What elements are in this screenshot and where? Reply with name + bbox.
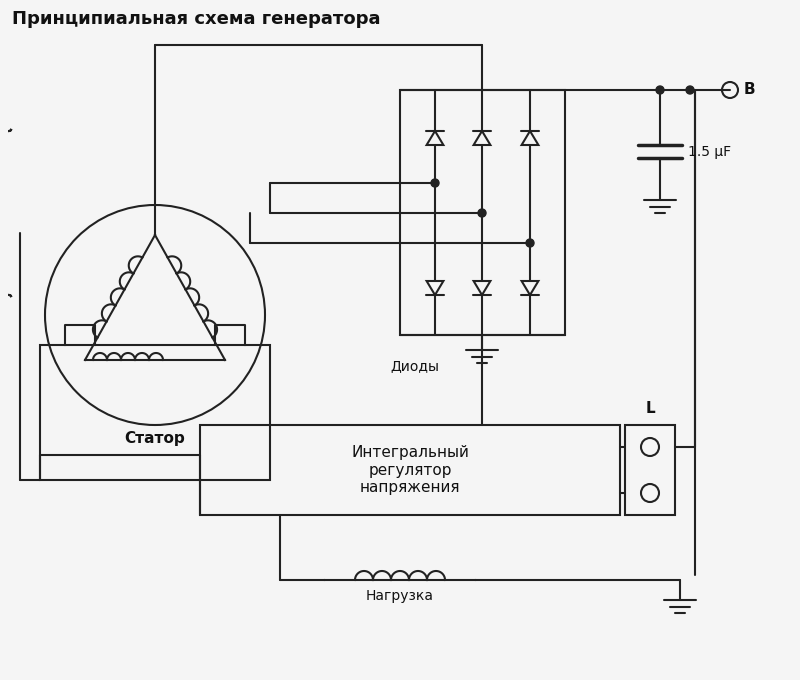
- Text: Диоды: Диоды: [390, 359, 439, 373]
- Text: Принципиальная схема генератора: Принципиальная схема генератора: [12, 10, 381, 28]
- Text: Нагрузка: Нагрузка: [366, 589, 434, 603]
- Circle shape: [431, 179, 439, 187]
- Text: Статор: Статор: [125, 431, 186, 446]
- Circle shape: [526, 239, 534, 247]
- Circle shape: [686, 86, 694, 94]
- Circle shape: [478, 209, 486, 217]
- Text: L: L: [645, 401, 655, 416]
- Text: Интегральный
регулятор
напряжения: Интегральный регулятор напряжения: [351, 445, 469, 495]
- Text: B: B: [744, 82, 756, 97]
- Circle shape: [656, 86, 664, 94]
- Text: 1.5 µF: 1.5 µF: [688, 145, 731, 159]
